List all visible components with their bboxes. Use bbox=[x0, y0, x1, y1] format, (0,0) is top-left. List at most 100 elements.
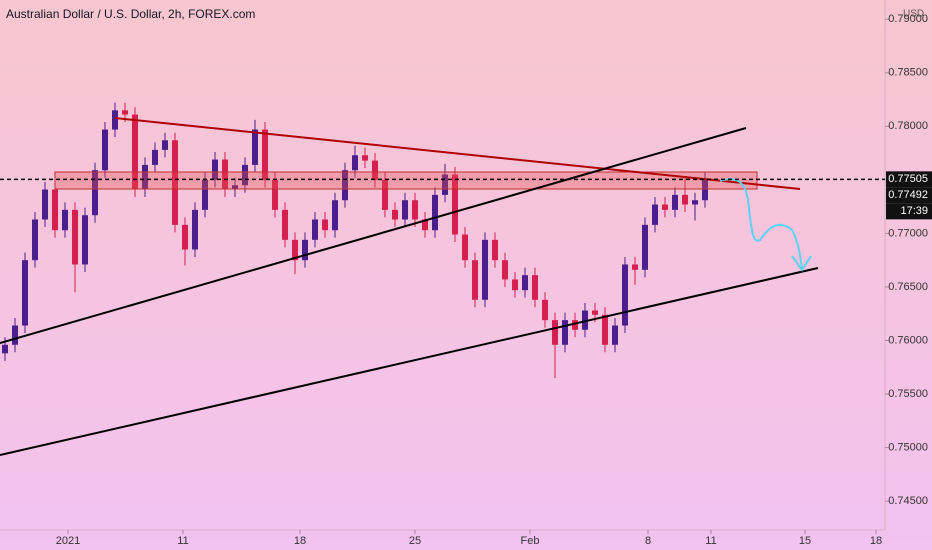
y-tick-label: 0.77000 bbox=[888, 227, 928, 239]
candle-body bbox=[342, 170, 348, 201]
candle-body bbox=[452, 174, 458, 235]
candle-body bbox=[62, 209, 68, 231]
candle-body bbox=[162, 140, 168, 150]
candles bbox=[2, 102, 708, 378]
candle-body bbox=[252, 129, 258, 165]
candle-body bbox=[202, 179, 208, 210]
upper-trendline bbox=[0, 127, 747, 344]
candle-body bbox=[232, 185, 238, 190]
candle-body bbox=[682, 194, 688, 205]
candle-body bbox=[412, 200, 418, 220]
candle-body bbox=[142, 164, 148, 190]
x-tick-label: 18 bbox=[870, 535, 882, 547]
candle-body bbox=[182, 224, 188, 250]
candle-body bbox=[132, 114, 138, 190]
candle-body bbox=[462, 234, 468, 261]
candle-body bbox=[22, 260, 28, 326]
candle-body bbox=[112, 110, 118, 130]
candle-body bbox=[12, 325, 18, 345]
candle-body bbox=[582, 310, 588, 330]
currency-label: USD bbox=[903, 9, 924, 20]
x-tick-label: 11 bbox=[705, 535, 716, 547]
price-tag-label: 0.77505 bbox=[888, 173, 928, 185]
price-tag bbox=[886, 187, 932, 204]
candle-body bbox=[402, 200, 408, 220]
y-tick-label: 0.75000 bbox=[888, 441, 928, 453]
candle-body bbox=[372, 160, 378, 180]
candle-body bbox=[622, 264, 628, 326]
y-tick-label: 0.74500 bbox=[888, 495, 928, 507]
y-tick-label: 0.79000 bbox=[888, 13, 928, 25]
x-tick-label: 18 bbox=[294, 535, 306, 547]
candle-body bbox=[82, 215, 88, 265]
price-tag-label: 0.77492 bbox=[888, 189, 928, 201]
candle-body bbox=[702, 179, 708, 201]
y-tick-label: 0.76500 bbox=[888, 281, 928, 293]
candle-body bbox=[692, 200, 698, 205]
x-tick-label: Feb bbox=[521, 535, 540, 547]
candle-body bbox=[662, 204, 668, 210]
candle-body bbox=[312, 219, 318, 240]
lower-trendline bbox=[0, 267, 819, 456]
projection-arrow bbox=[719, 178, 803, 269]
candle-body bbox=[52, 189, 58, 231]
x-tick-label: 15 bbox=[799, 535, 811, 547]
candle-body bbox=[442, 174, 448, 195]
candle-body bbox=[652, 204, 658, 225]
candle-body bbox=[2, 344, 8, 354]
drawings bbox=[0, 117, 819, 456]
y-tick-label: 0.76000 bbox=[888, 334, 928, 346]
candle-body bbox=[632, 264, 638, 270]
x-tick-label: 11 bbox=[177, 535, 188, 547]
chart-title: Australian Dollar / U.S. Dollar, 2h, FOR… bbox=[6, 7, 255, 21]
candle-body bbox=[552, 320, 558, 345]
candle-body bbox=[482, 239, 488, 300]
candle-body bbox=[262, 129, 268, 180]
y-tick-label: 0.75500 bbox=[888, 388, 928, 400]
countdown-label: 17:39 bbox=[900, 205, 928, 217]
candle-body bbox=[242, 164, 248, 186]
candle-body bbox=[422, 219, 428, 231]
x-tick-label: 8 bbox=[645, 535, 651, 547]
countdown-box bbox=[886, 203, 932, 220]
candle-body bbox=[352, 155, 358, 171]
candle-body bbox=[642, 224, 648, 270]
candle-body bbox=[672, 194, 678, 210]
candle-body bbox=[92, 170, 98, 216]
candle-body bbox=[502, 260, 508, 280]
y-tick-label: 0.78500 bbox=[888, 67, 928, 79]
candle-body bbox=[332, 200, 338, 231]
candle-body bbox=[562, 320, 568, 345]
candle-body bbox=[572, 320, 578, 330]
candle-body bbox=[602, 314, 608, 345]
candle-body bbox=[492, 239, 498, 261]
candle-body bbox=[522, 275, 528, 291]
red-trendline bbox=[114, 117, 801, 190]
candle-body bbox=[472, 260, 478, 300]
y-tick-label: 0.78000 bbox=[888, 120, 928, 132]
arrow-head bbox=[791, 255, 812, 272]
candle-body bbox=[432, 194, 438, 231]
candle-body bbox=[532, 275, 538, 300]
candle-body bbox=[192, 209, 198, 250]
candle-body bbox=[322, 219, 328, 231]
candle-body bbox=[172, 140, 178, 225]
candle-body bbox=[392, 209, 398, 220]
candle-body bbox=[102, 129, 108, 171]
candle-body bbox=[592, 310, 598, 315]
candle-body bbox=[32, 219, 38, 261]
candle-body bbox=[222, 159, 228, 190]
candle-body bbox=[272, 179, 278, 210]
candle-body bbox=[362, 155, 368, 161]
candle-body bbox=[152, 149, 158, 165]
candle-body bbox=[382, 179, 388, 210]
candle-body bbox=[292, 239, 298, 261]
x-tick-label: 2021 bbox=[56, 535, 80, 547]
candle-body bbox=[282, 209, 288, 240]
candle-body bbox=[212, 159, 218, 180]
candle-body bbox=[612, 325, 618, 345]
candle-body bbox=[512, 279, 518, 291]
candle-body bbox=[42, 189, 48, 220]
